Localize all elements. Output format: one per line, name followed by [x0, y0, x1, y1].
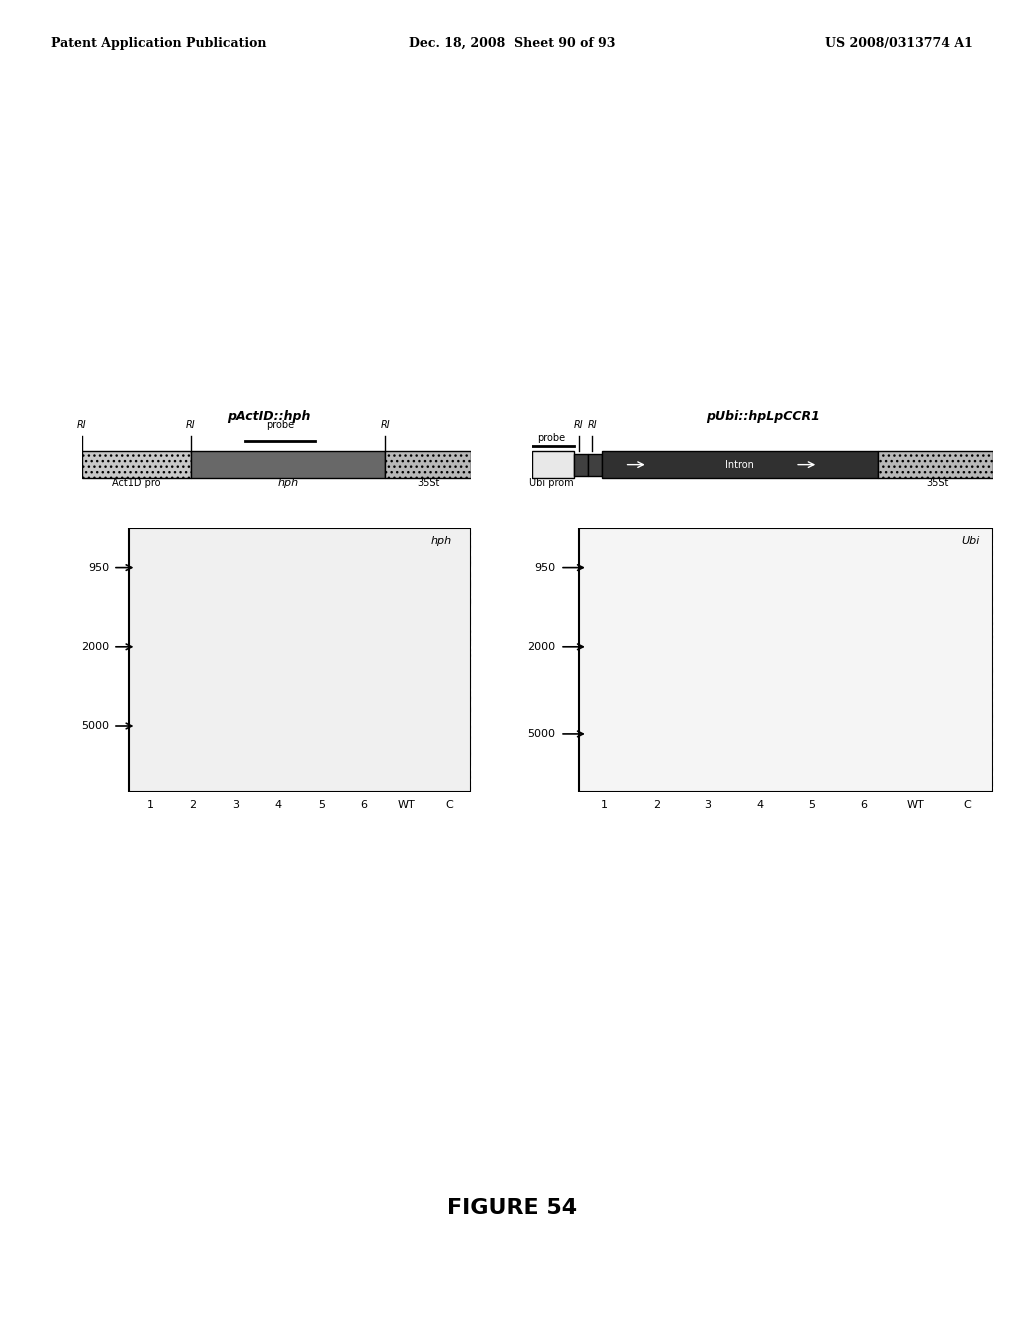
Text: Intron: Intron	[725, 459, 755, 470]
Text: RI: RI	[381, 420, 390, 430]
Text: 35St: 35St	[927, 478, 949, 488]
Text: 1: 1	[601, 800, 608, 810]
Bar	[82, 451, 190, 478]
Text: Patent Application Publication: Patent Application Publication	[51, 37, 266, 50]
Text: 3: 3	[232, 800, 240, 810]
Bar	[190, 451, 385, 478]
Text: hph: hph	[430, 536, 452, 546]
Text: RI: RI	[186, 420, 196, 430]
Text: Dec. 18, 2008  Sheet 90 of 93: Dec. 18, 2008 Sheet 90 of 93	[409, 37, 615, 50]
Text: 5: 5	[808, 800, 815, 810]
Text: 1: 1	[146, 800, 154, 810]
Bar	[532, 451, 573, 478]
Text: 2000: 2000	[527, 642, 555, 652]
Text: WT: WT	[398, 800, 416, 810]
Bar	[588, 454, 602, 475]
Text: 4: 4	[757, 800, 764, 810]
Text: 2: 2	[652, 800, 659, 810]
Text: C: C	[445, 800, 454, 810]
Text: 35St: 35St	[417, 478, 439, 488]
Text: 6: 6	[860, 800, 867, 810]
Text: FIGURE 54: FIGURE 54	[446, 1197, 578, 1218]
Text: RI: RI	[77, 420, 87, 430]
Text: 5000: 5000	[81, 721, 110, 731]
Bar	[385, 451, 471, 478]
Text: WT: WT	[906, 800, 925, 810]
Text: Ubi prom: Ubi prom	[528, 478, 573, 488]
Text: pUbi::hpLpCCR1: pUbi::hpLpCCR1	[706, 411, 820, 424]
Text: hph: hph	[278, 478, 299, 488]
Text: probe: probe	[266, 420, 295, 430]
Bar	[573, 454, 588, 475]
Text: C: C	[964, 800, 971, 810]
Text: US 2008/0313774 A1: US 2008/0313774 A1	[825, 37, 973, 50]
Bar	[602, 451, 878, 478]
Text: RI: RI	[588, 420, 597, 430]
Text: 5: 5	[317, 800, 325, 810]
Text: 2: 2	[189, 800, 197, 810]
Text: Act1D pro: Act1D pro	[113, 478, 161, 488]
Bar	[878, 451, 993, 478]
Text: 4: 4	[274, 800, 282, 810]
Text: probe: probe	[537, 433, 565, 444]
Text: 6: 6	[360, 800, 368, 810]
Text: RI: RI	[573, 420, 584, 430]
Text: 950: 950	[88, 562, 110, 573]
Text: 950: 950	[535, 562, 555, 573]
Text: Ubi: Ubi	[962, 536, 979, 546]
Bar	[129, 528, 471, 792]
Text: 5000: 5000	[527, 729, 555, 739]
Text: 2000: 2000	[81, 642, 110, 652]
Text: 3: 3	[705, 800, 712, 810]
Text: pActID::hph: pActID::hph	[227, 411, 310, 424]
